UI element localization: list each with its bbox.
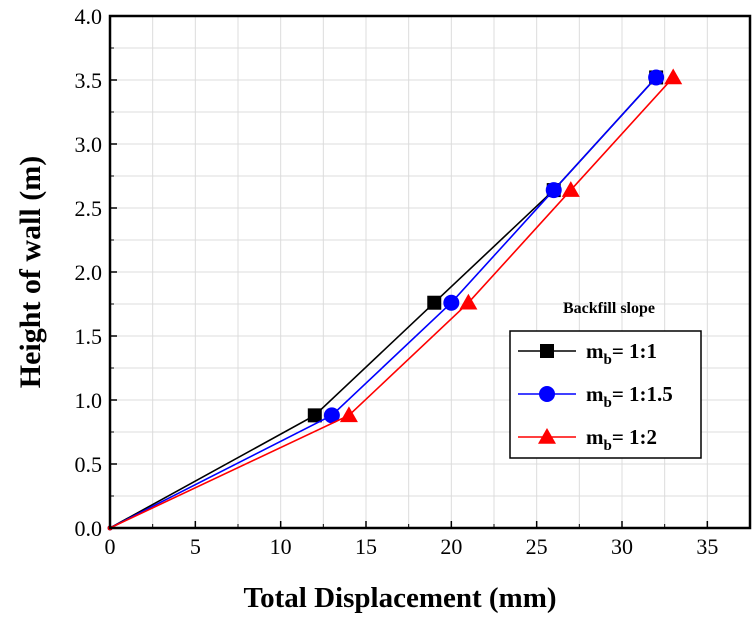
ticks bbox=[109, 15, 709, 529]
series-layer bbox=[107, 68, 683, 531]
data-point bbox=[443, 294, 460, 311]
data-point bbox=[561, 181, 580, 197]
x-tick-label: 35 bbox=[696, 534, 718, 559]
legend-label: mb= 1:1.5 bbox=[586, 382, 673, 411]
x-tick-label: 10 bbox=[270, 534, 292, 559]
x-tick-label: 25 bbox=[526, 534, 548, 559]
x-tick-label: 15 bbox=[355, 534, 377, 559]
y-tick-label: 4.0 bbox=[75, 4, 103, 29]
x-axis-title: Total Displacement (mm) bbox=[243, 582, 556, 614]
data-point bbox=[664, 68, 683, 85]
y-tick-label: 0.5 bbox=[75, 452, 103, 477]
legend-entry-2: mb= 1:1.5 bbox=[518, 382, 673, 411]
legend: Backfill slope mb= 1:1 mb= 1:1.5 mb= 1:2 bbox=[509, 300, 702, 459]
x-tick-label: 20 bbox=[440, 534, 462, 559]
y-tick-label: 1.5 bbox=[75, 324, 103, 349]
legend-entries: mb= 1:1 mb= 1:1.5 mb= 1:2 bbox=[518, 339, 673, 454]
legend-label: mb= 1:2 bbox=[586, 425, 657, 454]
y-tick-label: 0.0 bbox=[75, 516, 103, 541]
legend-marker bbox=[540, 344, 554, 358]
x-tick-label: 30 bbox=[611, 534, 633, 559]
data-point bbox=[323, 407, 340, 424]
legend-marker bbox=[538, 428, 556, 444]
y-tick-label: 1.0 bbox=[75, 388, 103, 413]
data-point bbox=[427, 295, 442, 310]
data-point bbox=[545, 182, 562, 199]
x-tick-label: 5 bbox=[190, 534, 201, 559]
legend-title: Backfill slope bbox=[563, 300, 655, 317]
y-axis-title: Height of wall (m) bbox=[14, 156, 47, 388]
data-point bbox=[307, 408, 322, 423]
data-point bbox=[648, 69, 665, 86]
tick-labels: 0 5 10 15 20 25 30 35 0.0 0.5 1.0 1.5 2.0 2.5 3.0 3.5 4.… bbox=[75, 4, 719, 559]
legend-marker bbox=[539, 386, 555, 402]
x-tick-label: 0 bbox=[105, 534, 116, 559]
y-tick-label: 3.5 bbox=[75, 68, 103, 93]
data-point bbox=[459, 293, 478, 310]
data-point bbox=[339, 406, 358, 423]
y-tick-label: 3.0 bbox=[75, 132, 103, 157]
y-tick-label: 2.0 bbox=[75, 260, 103, 285]
series-2 bbox=[107, 69, 665, 531]
legend-entry-3: mb= 1:2 bbox=[518, 425, 657, 454]
y-tick-label: 2.5 bbox=[75, 196, 103, 221]
legend-entry-1: mb= 1:1 bbox=[518, 339, 657, 368]
series-3 bbox=[107, 68, 683, 531]
legend-label: mb= 1:1 bbox=[586, 339, 657, 368]
